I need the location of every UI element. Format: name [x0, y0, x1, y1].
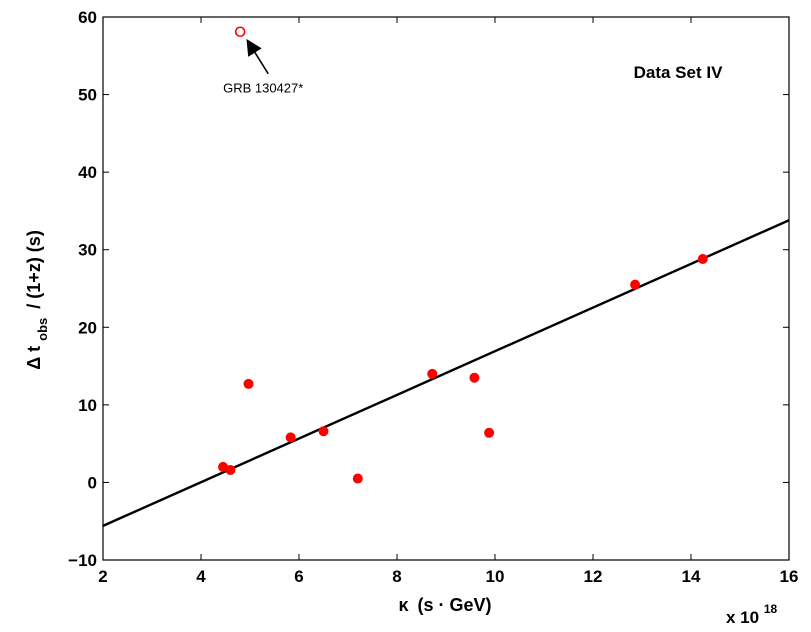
y-tick-label: 10: [78, 396, 97, 415]
y-tick-label: 60: [78, 8, 97, 27]
y-tick-label: 20: [78, 318, 97, 337]
y-axis-label: Δ t obs / (1+z) (s): [24, 230, 51, 370]
data-point: [285, 432, 296, 443]
data-point: [469, 372, 480, 383]
x-tick-label: 10: [486, 567, 505, 586]
y-tick-label: 50: [78, 86, 97, 105]
x-tick-label: 4: [196, 567, 206, 586]
data-point: [630, 279, 641, 290]
fit-line: [102, 219, 790, 527]
x-tick-label: 6: [294, 567, 303, 586]
data-point: [427, 368, 438, 379]
y-axis-label-subscript: obs: [35, 318, 50, 341]
y-axis-label-delta-t: Δ t: [24, 346, 44, 370]
x-tick-label: 14: [682, 567, 701, 586]
y-axis-label-rest: / (1+z) (s): [24, 230, 44, 309]
x-tick-label: 12: [584, 567, 603, 586]
y-tick-label: 40: [78, 163, 97, 182]
x-tick-label: 16: [780, 567, 799, 586]
y-tick-label: 30: [78, 241, 97, 260]
y-tick-label: −10: [68, 551, 97, 570]
x-tick-label: 2: [98, 567, 107, 586]
x-axis-label: κ (s · GeV): [398, 595, 491, 615]
plot-frame: [102, 16, 790, 561]
x-axis-label-units: (s · GeV): [418, 595, 492, 615]
x-tick-label: 8: [392, 567, 401, 586]
data-point: [243, 378, 254, 389]
data-point: [697, 254, 708, 265]
x-axis-multiplier-exponent: 18: [764, 602, 778, 616]
x-axis-label-greek: κ: [398, 595, 409, 615]
y-tick-label: 0: [88, 473, 97, 492]
data-point: [225, 465, 236, 476]
data-point: [484, 427, 495, 438]
annotation-label: GRB 130427*: [223, 81, 303, 96]
legend-label: Data Set IV: [634, 63, 723, 82]
x-axis-multiplier-base: x 10: [726, 608, 759, 627]
data-point: [318, 426, 329, 437]
outlier-point: [234, 26, 246, 38]
annotation-arrow: [246, 39, 269, 75]
data-point: [352, 473, 363, 484]
x-axis-multiplier: x 10 18: [726, 602, 778, 627]
